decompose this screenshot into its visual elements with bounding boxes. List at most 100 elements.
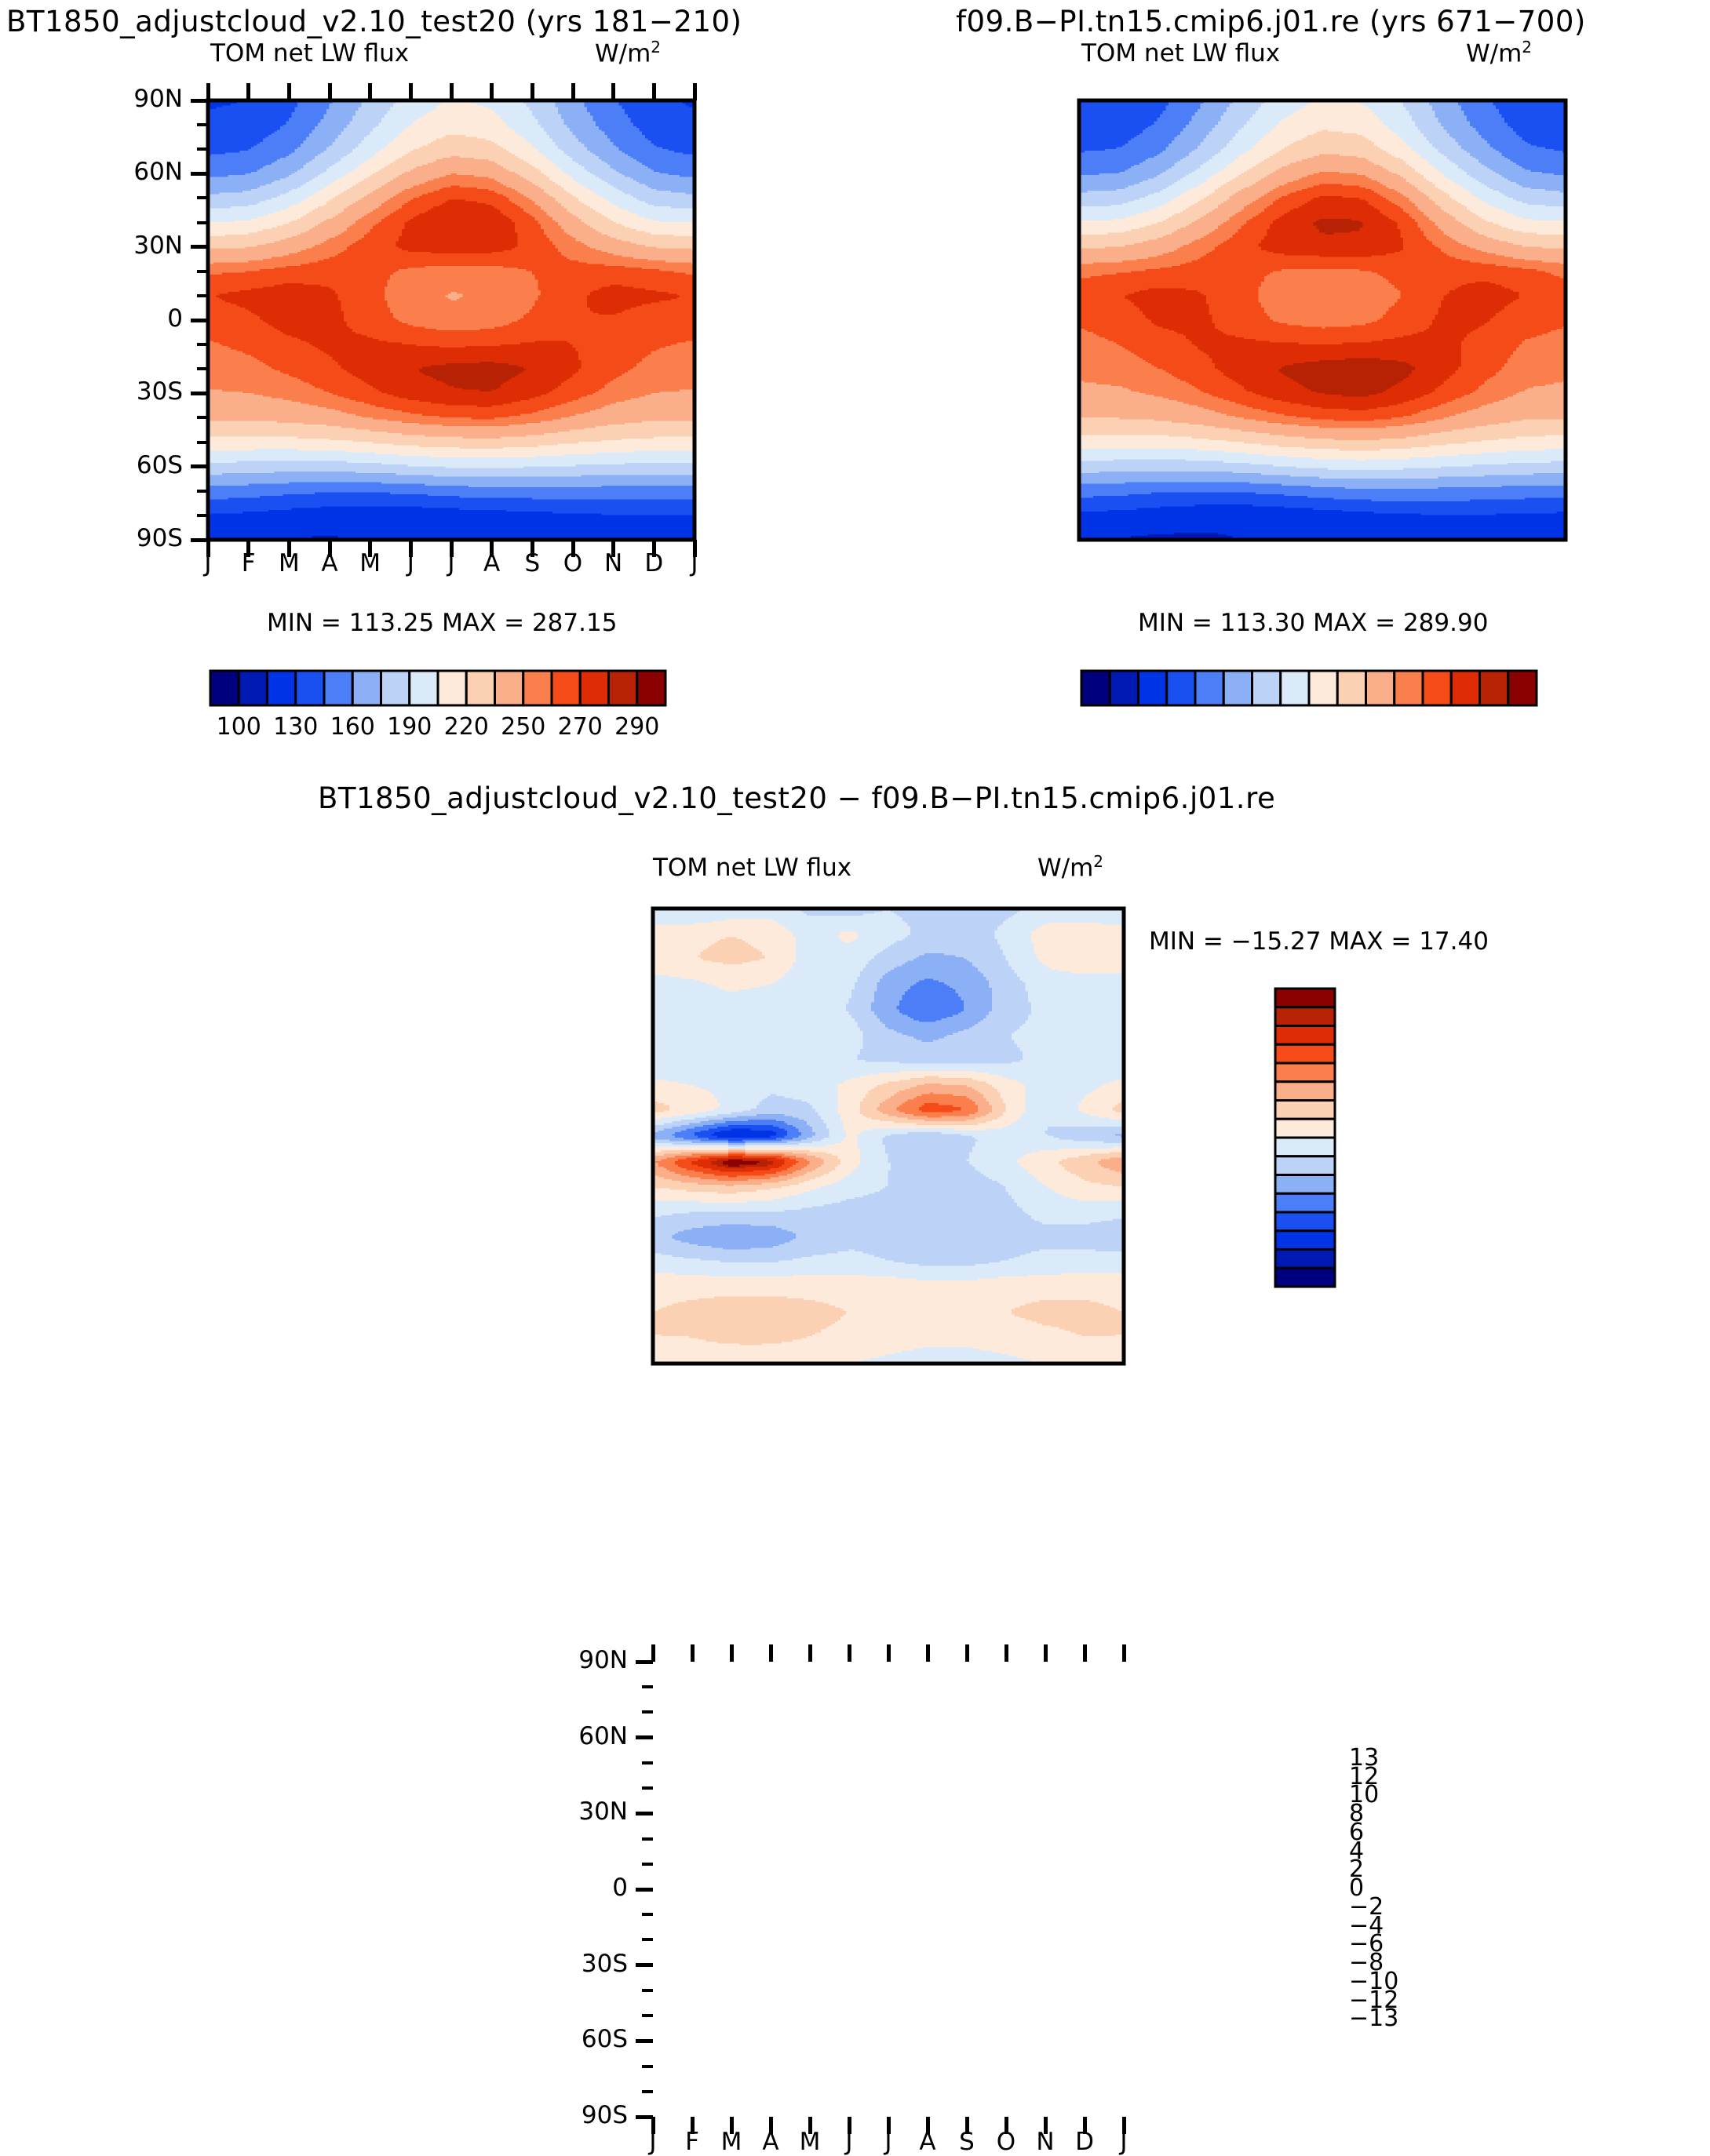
x-tick-top [848,1644,851,1662]
x-tick-top [368,83,372,100]
x-tick-top [693,83,697,100]
x-tick-top [652,83,656,100]
x-tick-top [887,1644,891,1662]
right-contour-plot [1079,100,1566,540]
y-tick-minor [642,1938,653,1941]
x-tick-top [1004,1644,1008,1662]
y-axis-label: 90S [518,2101,628,2129]
y-tick-minor [642,2065,653,2068]
diff-panel-title: BT1850_adjustcloud_v2.10_test20 − f09.B−… [318,781,1275,815]
x-axis-label: N [594,549,633,577]
right-panel-subtitle: TOM net LW flux [1081,39,1280,67]
y-tick-major [191,392,208,395]
x-axis-label: J [869,2128,908,2156]
y-tick-minor [197,343,208,346]
left-colorbar [210,671,665,705]
y-axis-label: 60N [73,158,183,186]
x-tick-top [769,1644,773,1662]
y-axis-label: 60N [518,1722,628,1750]
y-tick-minor [197,416,208,419]
x-axis-label: A [472,549,512,577]
left-panel-title: BT1850_adjustcloud_v2.10_test20 (yrs 181… [6,5,742,38]
y-tick-major [636,1963,653,1967]
x-axis-label: A [751,2128,790,2156]
panel-difference: BT1850_adjustcloud_v2.10_test20 − f09.B−… [0,753,1710,1411]
y-tick-minor [197,490,208,493]
x-axis-label: D [634,549,673,577]
diff-panel-subtitle: TOM net LW flux [653,854,851,882]
x-axis-label: S [512,549,552,577]
y-tick-major [191,245,208,249]
y-axis-label: 60S [73,451,183,479]
x-tick-top [1044,1644,1048,1662]
y-tick-minor [197,270,208,273]
x-axis-label: O [986,2128,1026,2156]
y-tick-major [636,1735,653,1739]
y-axis-label: 30S [73,377,183,406]
y-tick-minor [642,2090,653,2093]
y-tick-minor [197,196,208,199]
y-tick-minor [642,1710,653,1714]
y-tick-minor [642,1786,653,1790]
x-axis-label: S [947,2128,986,2156]
x-axis-label: M [712,2128,751,2156]
panel-right: f09.B−PI.tn15.cmip6.j01.re (yrs 671−700)… [855,0,1710,753]
y-tick-minor [642,1989,653,1992]
y-axis-label: 60S [518,2025,628,2053]
y-tick-minor [642,2014,653,2017]
y-tick-major [636,2039,653,2043]
left-panel-units: W/m2 [595,38,661,67]
y-axis-label: 30N [73,231,183,260]
y-axis-label: 30S [518,1950,628,1978]
x-axis-label: J [633,2128,673,2156]
y-tick-minor [197,514,208,517]
right-panel-units: W/m2 [1466,38,1532,67]
diff-contour-plot [653,909,1124,1364]
x-axis-label: J [391,549,430,577]
right-units-exponent: 2 [1522,38,1532,56]
x-axis-label: J [829,2128,869,2156]
x-axis-label: D [1065,2128,1104,2156]
y-tick-major [191,464,208,468]
x-axis-label: F [229,549,268,577]
x-tick-top [206,83,210,100]
x-tick-top [808,1644,812,1662]
panel-left: BT1850_adjustcloud_v2.10_test20 (yrs 181… [0,0,855,753]
y-tick-minor [642,1837,653,1841]
y-axis-label: 30N [518,1797,628,1826]
y-tick-minor [197,441,208,444]
x-tick-top [1083,1644,1087,1662]
right-units-text: W/m [1466,39,1522,67]
colorbar-tick-label: −13 [1349,2005,1398,2032]
left-panel-subtitle: TOM net LW flux [210,39,409,67]
right-minmax-label: MIN = 113.30 MAX = 289.90 [1138,609,1488,637]
right-panel-title: f09.B−PI.tn15.cmip6.j01.re (yrs 671−700) [956,5,1586,38]
x-axis-label: J [432,549,471,577]
x-tick-top [651,1644,655,1662]
y-tick-minor [197,147,208,151]
x-tick-top [531,83,534,100]
y-tick-minor [642,1685,653,1688]
x-tick-top [611,83,615,100]
y-tick-minor [197,123,208,126]
colorbar-tick-label: 290 [602,713,673,741]
x-tick-top [730,1644,734,1662]
x-tick-top [1122,1644,1126,1662]
y-tick-minor [197,221,208,224]
diff-units-exponent: 2 [1093,852,1103,871]
diff-minmax-label: MIN = −15.27 MAX = 17.40 [1149,927,1489,956]
x-axis-label: J [1104,2128,1143,2156]
left-units-text: W/m [595,39,651,67]
diff-units-text: W/m [1037,854,1093,882]
y-axis-label: 0 [73,304,183,333]
y-tick-major [191,172,208,176]
y-tick-major [636,1812,653,1815]
y-tick-minor [197,367,208,370]
x-tick-top [287,83,291,100]
x-axis-label: N [1026,2128,1065,2156]
x-tick-top [571,83,575,100]
x-tick-top [246,83,250,100]
x-axis-label: J [675,549,714,577]
x-axis-label: M [269,549,308,577]
right-colorbar [1081,671,1537,705]
